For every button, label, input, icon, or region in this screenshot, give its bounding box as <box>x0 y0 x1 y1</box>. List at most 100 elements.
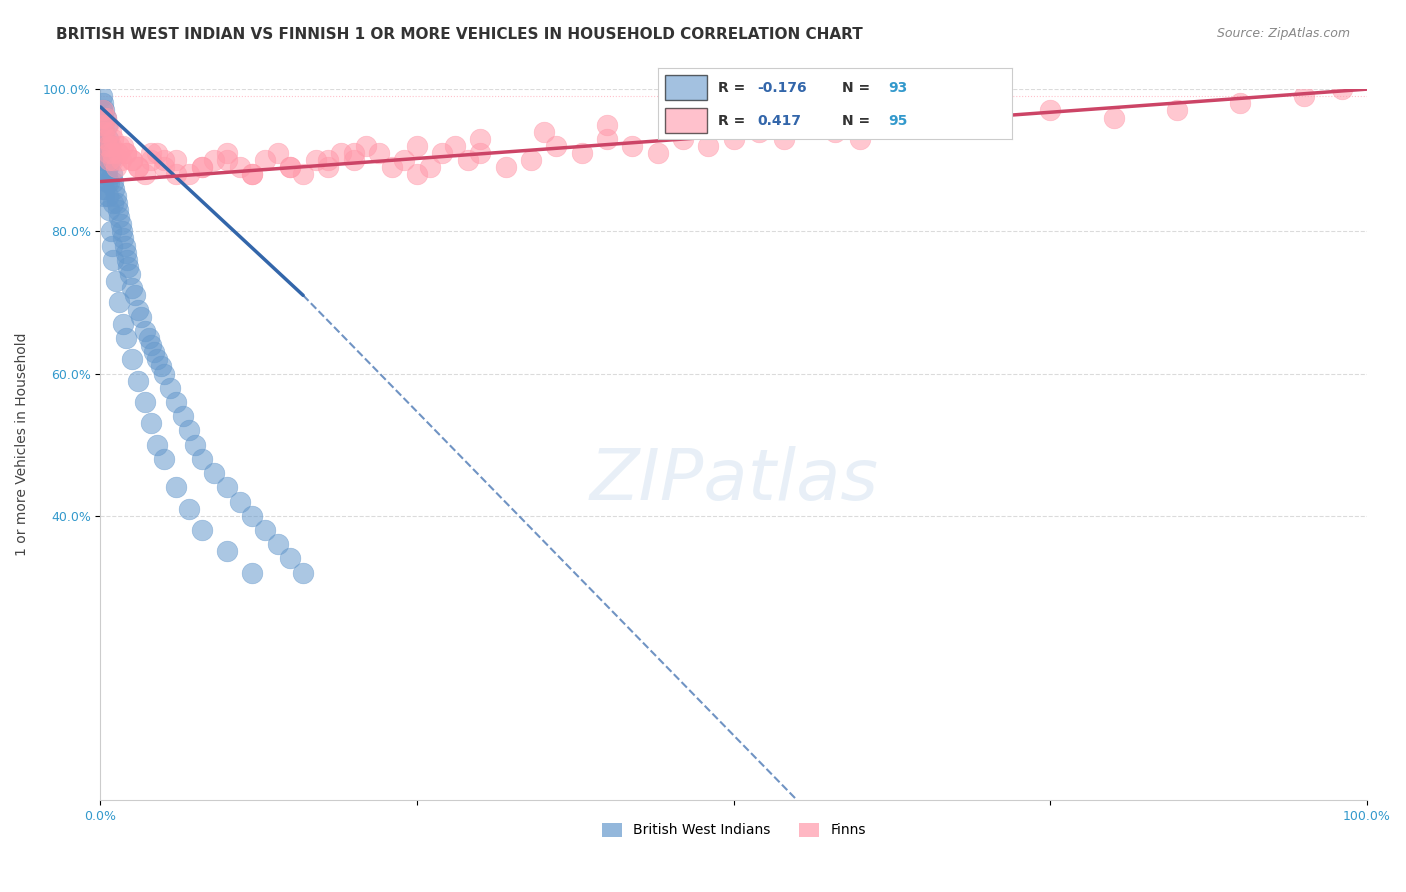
Point <box>134 324 156 338</box>
Point <box>96 118 118 132</box>
Point <box>121 281 143 295</box>
Point <box>90 132 112 146</box>
Point <box>356 139 378 153</box>
Point <box>93 182 115 196</box>
Point <box>184 437 207 451</box>
Point <box>93 139 115 153</box>
Point <box>179 168 201 182</box>
Point <box>101 252 124 267</box>
Point <box>124 288 146 302</box>
Point <box>150 359 173 374</box>
Point <box>90 153 112 168</box>
Point <box>799 118 821 132</box>
Point <box>141 146 163 161</box>
Point <box>93 188 115 202</box>
Point <box>91 103 114 118</box>
Point <box>93 103 115 118</box>
Point <box>153 367 176 381</box>
Point <box>114 245 136 260</box>
Point <box>267 146 290 161</box>
Y-axis label: 1 or more Vehicles in Household: 1 or more Vehicles in Household <box>15 333 30 557</box>
Point <box>1330 82 1353 96</box>
Point <box>104 161 127 175</box>
Point <box>101 153 124 168</box>
Point <box>112 231 135 245</box>
Point <box>179 424 201 438</box>
Point <box>204 153 226 168</box>
Point <box>166 168 188 182</box>
Point <box>229 161 252 175</box>
Point <box>134 168 156 182</box>
Point <box>1292 89 1315 103</box>
Point <box>91 118 114 132</box>
Text: BRITISH WEST INDIAN VS FINNISH 1 OR MORE VEHICLES IN HOUSEHOLD CORRELATION CHART: BRITISH WEST INDIAN VS FINNISH 1 OR MORE… <box>56 27 863 42</box>
Point <box>368 146 391 161</box>
Point <box>94 168 117 182</box>
Point <box>98 175 121 189</box>
Point <box>100 224 122 238</box>
Point <box>112 139 135 153</box>
Point <box>101 132 124 146</box>
Point <box>824 125 846 139</box>
Point <box>114 331 136 345</box>
Point <box>114 146 136 161</box>
Point <box>495 161 517 175</box>
Point <box>596 132 619 146</box>
Point <box>153 161 176 175</box>
Point <box>179 501 201 516</box>
Point <box>129 310 152 324</box>
Point <box>90 103 112 118</box>
Point <box>217 544 239 558</box>
Point <box>172 409 194 424</box>
Point <box>104 274 127 288</box>
Point <box>98 139 121 153</box>
Point <box>191 161 214 175</box>
Point <box>90 111 112 125</box>
Point <box>381 161 404 175</box>
Point <box>292 168 315 182</box>
Point <box>406 168 429 182</box>
Point <box>114 146 136 161</box>
Point <box>305 153 328 168</box>
Point <box>138 331 160 345</box>
Point <box>93 153 115 168</box>
Point <box>159 381 181 395</box>
Point <box>546 139 568 153</box>
Point <box>101 195 124 210</box>
Point <box>121 153 143 168</box>
Point <box>94 153 117 168</box>
Text: Source: ZipAtlas.com: Source: ZipAtlas.com <box>1216 27 1350 40</box>
Point <box>121 153 143 168</box>
Point <box>100 153 122 168</box>
Point <box>90 89 112 103</box>
Point <box>849 132 872 146</box>
Point <box>242 168 264 182</box>
Point <box>96 168 118 182</box>
Point <box>292 566 315 580</box>
Legend: British West Indians, Finns: British West Indians, Finns <box>596 817 872 843</box>
Point <box>98 202 121 217</box>
Point <box>105 195 128 210</box>
Point <box>97 146 120 161</box>
Point <box>127 374 149 388</box>
Point <box>108 139 131 153</box>
Point <box>93 125 115 139</box>
Point <box>672 132 695 146</box>
Point <box>1166 103 1188 118</box>
Point <box>141 153 163 168</box>
Point <box>110 217 132 231</box>
Point <box>659 111 682 125</box>
Point <box>114 238 136 252</box>
Point <box>91 139 114 153</box>
Point <box>121 352 143 367</box>
Point <box>976 111 998 125</box>
Point <box>101 146 124 161</box>
Point <box>94 111 117 125</box>
Point <box>93 125 115 139</box>
Point <box>254 153 277 168</box>
Point <box>470 146 492 161</box>
Point <box>153 451 176 466</box>
Point <box>91 182 114 196</box>
Point <box>330 146 353 161</box>
Point <box>101 175 124 189</box>
